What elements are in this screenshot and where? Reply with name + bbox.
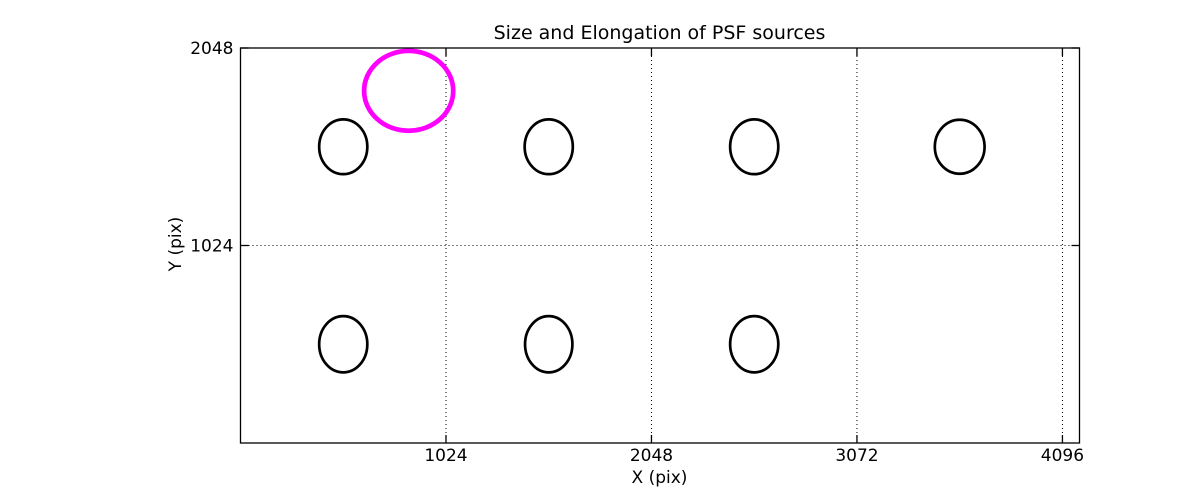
chart-title: Size and Elongation of PSF sources xyxy=(493,22,826,44)
psf-ellipse-1 xyxy=(523,118,575,176)
x-axis-label: X (pix) xyxy=(631,468,688,488)
psf-ellipse-6 xyxy=(728,314,780,374)
psf-ellipse-5 xyxy=(523,314,574,374)
psf-ellipse-4 xyxy=(317,314,369,374)
x-tick-label-4096: 4096 xyxy=(1041,446,1084,466)
y-axis-label: Y (pix) xyxy=(166,216,186,272)
x-tick-label-1024: 1024 xyxy=(424,446,467,466)
highlighted-psf-ellipse xyxy=(361,48,456,134)
psf-ellipse-3 xyxy=(933,118,986,176)
psf-ellipse-0 xyxy=(317,118,369,176)
y-tick-label-1024: 1024 xyxy=(190,237,233,257)
y-tick-label-2048: 2048 xyxy=(190,39,233,59)
x-tick-label-2048: 2048 xyxy=(630,446,673,466)
x-tick-label-3072: 3072 xyxy=(835,446,878,466)
psf-ellipse-2 xyxy=(728,118,780,176)
